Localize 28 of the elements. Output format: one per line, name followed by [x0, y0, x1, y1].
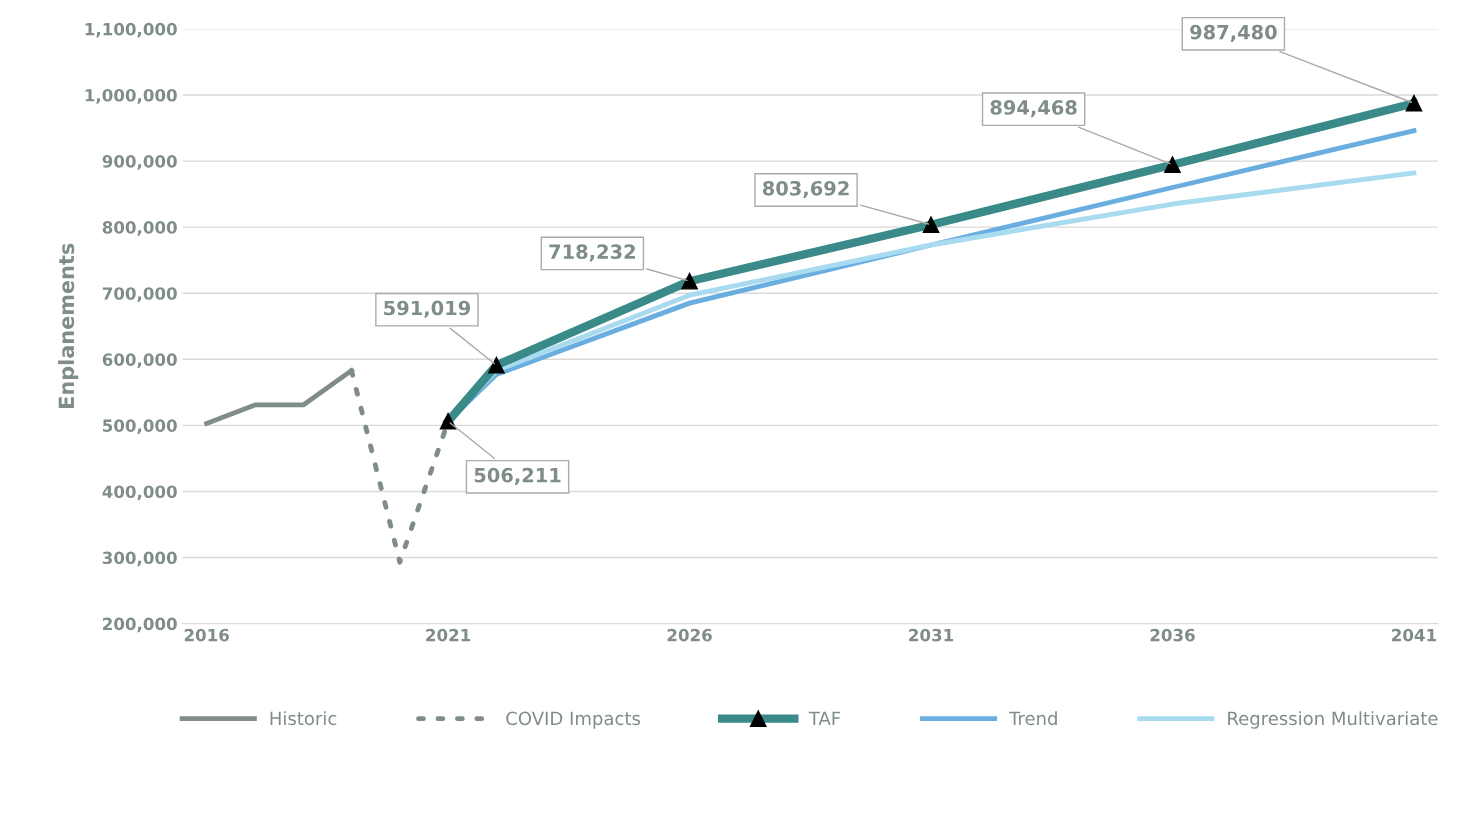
legend-label: Trend — [1009, 711, 1057, 726]
x-tick-label: 2021 — [426, 628, 471, 642]
annotation: 718,232 — [549, 244, 635, 262]
y-axis-title: Enplanements — [58, 243, 79, 408]
y-tick-label: 700,000 — [102, 287, 177, 302]
annotation: 987,480 — [1190, 24, 1277, 42]
x-tick-label: 2031 — [909, 628, 954, 642]
legend-label: COVID Impacts — [506, 711, 641, 729]
annotation: 591,019 — [384, 300, 470, 318]
annotation: 803,692 — [762, 180, 849, 199]
x-tick-label: 2036 — [1150, 628, 1195, 642]
y-tick-label: 1,100,000 — [85, 22, 177, 38]
y-tick-label: 600,000 — [102, 353, 177, 369]
y-tick-label: 1,000,000 — [85, 88, 177, 104]
legend-label: TAF — [808, 711, 841, 725]
x-tick-label: 2016 — [184, 628, 229, 642]
y-tick-label: 800,000 — [102, 221, 177, 236]
y-tick-label: 400,000 — [102, 485, 177, 501]
x-tick-label: 2026 — [667, 628, 712, 642]
legend-label: Regression Multivariate — [1228, 711, 1438, 729]
y-tick-label: 500,000 — [103, 419, 177, 435]
annotation: 506,211 — [474, 467, 561, 485]
y-tick-label: 300,000 — [102, 551, 177, 567]
y-tick-label: 200,000 — [103, 617, 177, 633]
x-tick-label: 2041 — [1392, 628, 1436, 642]
y-tick-label: 900,000 — [102, 155, 177, 170]
annotation: 894,468 — [990, 100, 1077, 118]
legend-label: Historic — [270, 711, 337, 726]
